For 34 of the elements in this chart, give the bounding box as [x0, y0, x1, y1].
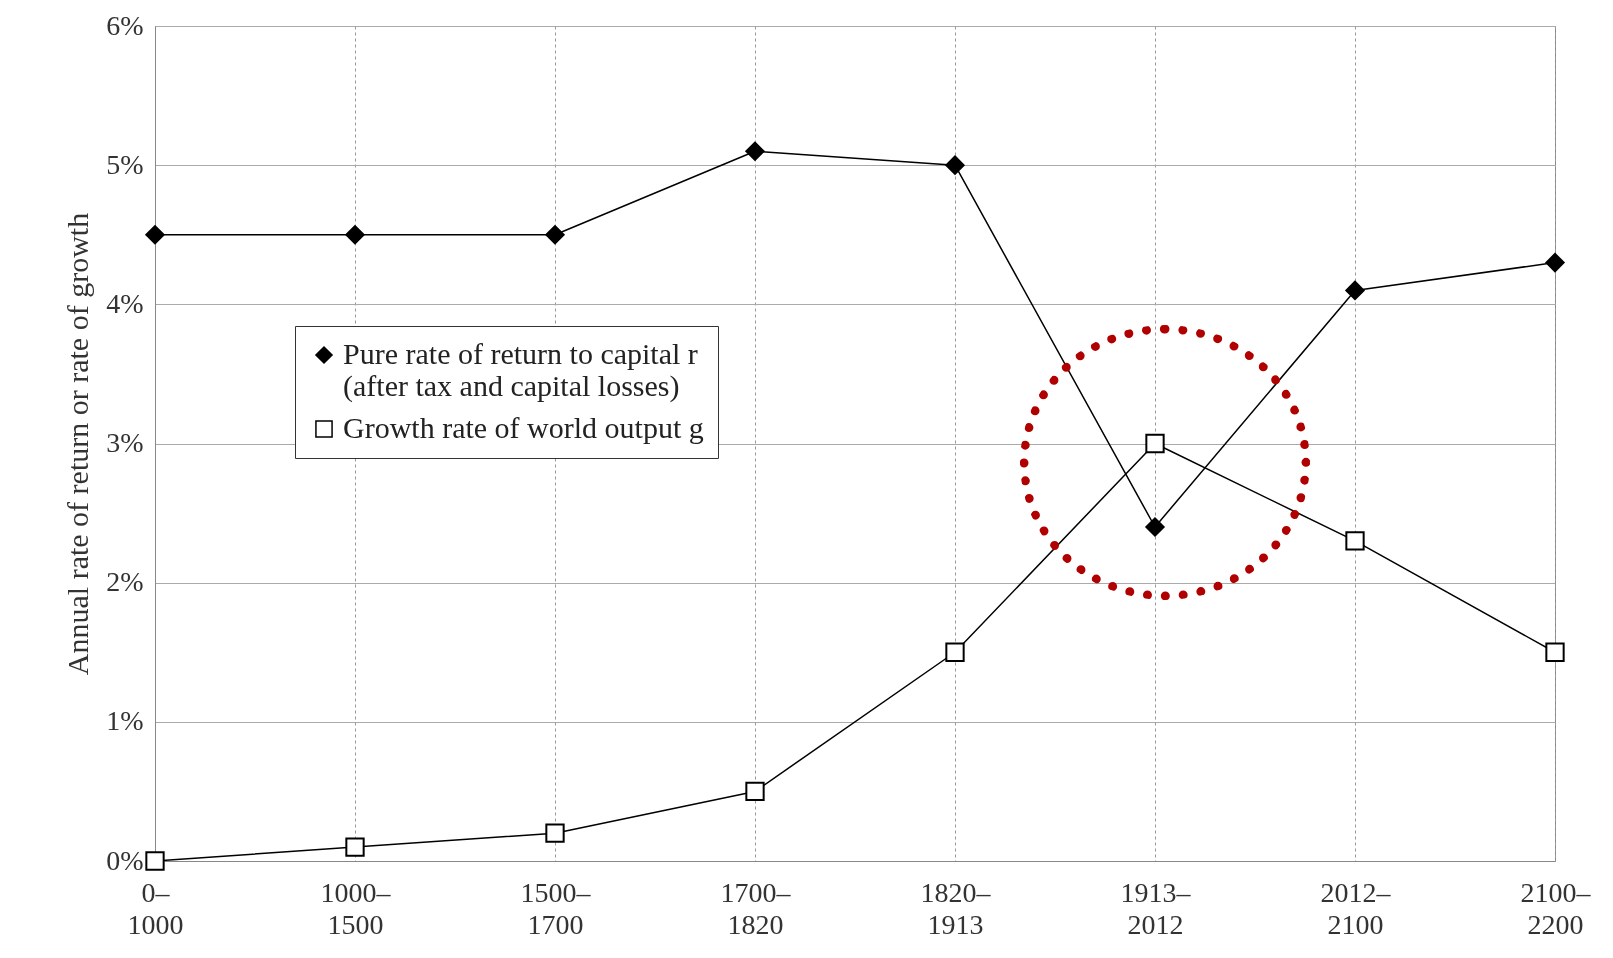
y-tick-label: 0% — [106, 844, 144, 876]
point — [1545, 642, 1565, 662]
point — [545, 225, 565, 245]
x-tick-label: 1000–1500 — [320, 876, 392, 940]
y-tick-label: 3% — [106, 427, 144, 458]
x-tick-label: 1913–2012 — [1120, 876, 1192, 940]
point — [345, 837, 365, 857]
y-tick-label: 2% — [106, 566, 144, 598]
point — [745, 141, 765, 161]
x-tick-label: 2012–2100 — [1320, 876, 1392, 940]
legend-label: Growth rate of world output g — [343, 411, 704, 444]
point — [745, 781, 765, 802]
y-tick-label: 4% — [106, 287, 144, 319]
point — [545, 823, 565, 843]
point — [145, 225, 165, 245]
x-tick-label: 2100–2200 — [1520, 876, 1592, 940]
point — [1145, 433, 1165, 454]
y-tick-label: 1% — [106, 705, 144, 737]
y-tick-label: 5% — [106, 148, 144, 180]
point — [945, 642, 965, 662]
x-tick-label: 1500–1700 — [520, 876, 592, 940]
point — [1345, 280, 1365, 301]
y-axis-title: Annual rate of return or rate of growth — [61, 212, 95, 676]
point — [945, 155, 965, 175]
x-tick-label: 1700–1820 — [720, 876, 792, 940]
point — [1145, 517, 1165, 537]
y-tick-label: 6% — [106, 9, 144, 41]
point — [1345, 531, 1365, 551]
point — [145, 851, 165, 871]
x-tick-label: 1820–1913 — [920, 876, 992, 940]
x-tick-label: 0–1000 — [127, 876, 184, 940]
legend-label: Pure rate of return to capital r (after tax and capital losses) — [343, 337, 698, 403]
point — [345, 225, 365, 245]
point — [1545, 252, 1565, 273]
